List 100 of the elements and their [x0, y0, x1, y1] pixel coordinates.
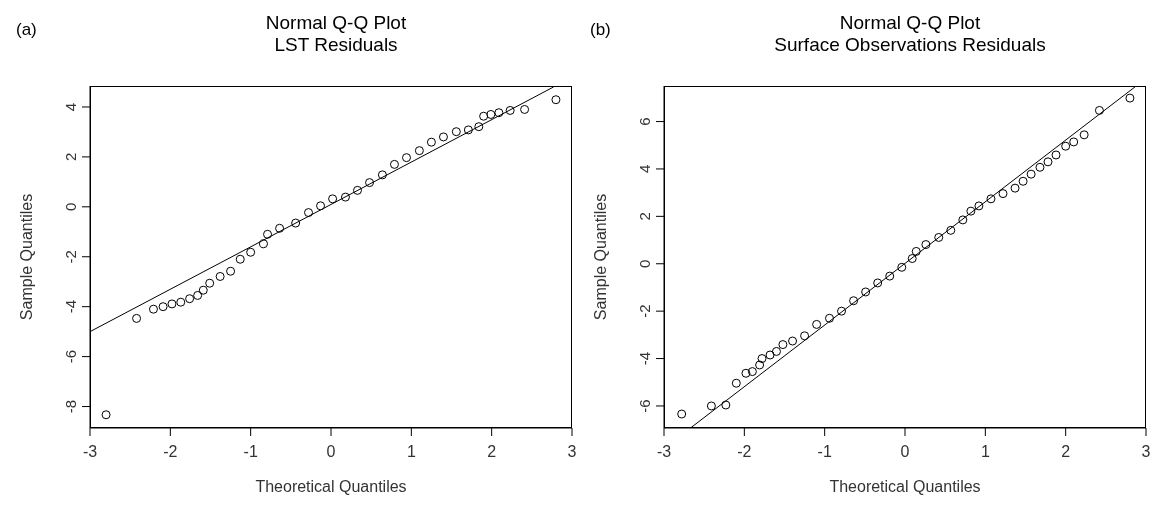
point — [1010, 183, 1020, 193]
point — [438, 132, 448, 142]
point — [800, 331, 810, 341]
y-tick-label: -4 — [636, 351, 653, 366]
point — [755, 360, 765, 370]
y-tick-label: 0 — [636, 259, 653, 268]
point — [1018, 176, 1028, 186]
point — [974, 201, 984, 211]
point — [1079, 130, 1089, 140]
x-tick-label: -3 — [656, 443, 672, 461]
point — [505, 105, 515, 115]
point — [907, 254, 917, 264]
point — [721, 400, 731, 410]
y-tick-label: -6 — [62, 349, 79, 364]
text: (b) — [590, 20, 611, 40]
y-tick-label: -2 — [62, 250, 79, 264]
chart-title: Normal Q-Q Plot — [264, 12, 408, 34]
point — [824, 313, 834, 323]
point — [1061, 141, 1071, 151]
point — [304, 208, 314, 218]
x-tick-label: 1 — [980, 443, 990, 461]
point — [263, 229, 273, 239]
point — [998, 189, 1008, 199]
point — [934, 232, 944, 242]
x-tick-label: 2 — [487, 443, 497, 461]
point — [731, 378, 741, 388]
point — [148, 304, 158, 314]
point — [921, 240, 931, 250]
point — [193, 290, 203, 300]
point — [946, 225, 956, 235]
point — [765, 350, 775, 360]
point — [226, 266, 236, 276]
point — [158, 302, 168, 312]
y-tick-label: 0 — [62, 202, 79, 211]
point — [897, 262, 907, 272]
point — [451, 127, 461, 137]
point — [353, 185, 363, 195]
point — [812, 319, 822, 329]
point — [340, 192, 350, 202]
x-tick-label: 3 — [567, 443, 577, 461]
point — [1069, 137, 1079, 147]
y-tick-label: -4 — [62, 300, 79, 314]
x-tick-label: 0 — [326, 443, 336, 461]
point — [463, 125, 473, 135]
point — [291, 218, 301, 228]
point — [885, 271, 895, 281]
y-tick-label: 6 — [636, 117, 653, 126]
point — [958, 215, 968, 225]
point — [389, 159, 399, 169]
x-axis-title: Theoretical Quantiles — [255, 478, 407, 495]
point — [747, 367, 757, 377]
point — [1125, 93, 1135, 103]
point — [474, 122, 484, 132]
y-tick-label: 2 — [62, 152, 79, 162]
x-tick-label: -1 — [243, 443, 258, 461]
point — [551, 95, 561, 105]
point — [837, 306, 847, 316]
point — [426, 137, 436, 147]
point — [677, 409, 687, 419]
point — [486, 109, 496, 119]
point — [873, 278, 883, 288]
point — [1026, 169, 1036, 179]
x-tick-label: -2 — [737, 443, 752, 461]
point — [861, 287, 871, 297]
y-tick-label: -6 — [636, 399, 653, 413]
y-tick-label: 4 — [62, 102, 79, 112]
point — [132, 313, 142, 323]
point — [1043, 157, 1053, 167]
x-tick-label: -1 — [817, 443, 832, 461]
point — [494, 108, 504, 118]
point — [215, 271, 225, 281]
point — [414, 146, 424, 156]
y-tick-label: -2 — [636, 304, 653, 318]
y-tick-label: 2 — [636, 212, 653, 221]
point — [185, 294, 195, 304]
point — [235, 254, 245, 264]
point — [275, 223, 285, 233]
point — [706, 401, 716, 411]
point — [757, 354, 767, 364]
x-tick-label: -2 — [163, 443, 178, 461]
x-axis-title: Theoretical Quantiles — [829, 478, 981, 495]
chart-title: Normal Q-Q Plot — [838, 12, 982, 34]
y-axis-title: Sample Quantiles — [17, 193, 35, 321]
point — [1051, 150, 1061, 160]
point — [205, 278, 215, 288]
point — [377, 170, 387, 180]
point — [328, 194, 338, 204]
point — [1035, 162, 1045, 172]
x-tick-label: 0 — [900, 443, 910, 461]
point — [788, 336, 798, 346]
y-tick-label: -8 — [62, 399, 79, 414]
point — [771, 346, 781, 356]
point — [741, 368, 751, 378]
chart-subtitle: LST Residuals — [273, 34, 399, 56]
point — [911, 246, 921, 256]
text: (a) — [16, 20, 37, 40]
point — [778, 340, 788, 350]
x-tick-label: 2 — [1061, 443, 1071, 461]
x-tick-label: -3 — [82, 443, 98, 461]
point — [176, 297, 186, 307]
